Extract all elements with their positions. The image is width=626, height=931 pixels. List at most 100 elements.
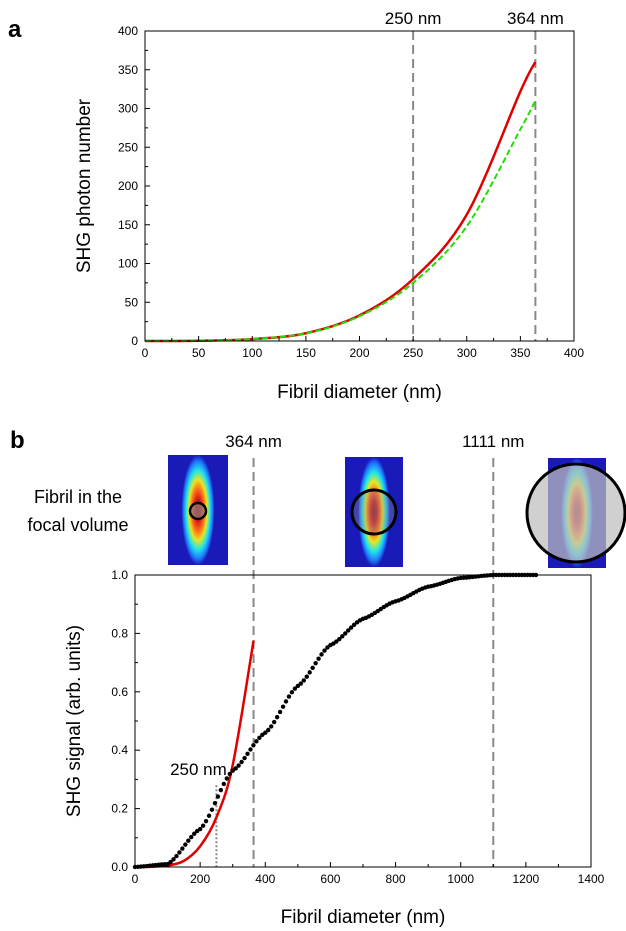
x-tick-label: 1400 <box>578 872 605 886</box>
y-tick-label: 50 <box>125 295 139 309</box>
y-axis-title: SHG signal (arb. units) <box>64 625 85 817</box>
vline-label-0: 250 nm <box>385 9 442 28</box>
y-tick-label: 0.8 <box>111 626 128 640</box>
y-tick-label: 0.4 <box>111 743 128 757</box>
series-1-point <box>218 787 224 793</box>
x-tick-label: 350 <box>510 346 530 360</box>
series-1-point <box>351 622 357 627</box>
series-1-point <box>186 838 191 843</box>
series-1-point <box>334 639 339 644</box>
chart-a: 250 nm 364 nm 0 50 100 150 200 250 300 350 400 0 50 1… <box>74 9 584 403</box>
series-1-point <box>325 645 330 650</box>
series-1-point <box>245 751 250 757</box>
series-1-point <box>280 704 286 709</box>
series-1-point <box>227 771 232 777</box>
series-1-point <box>189 834 194 840</box>
y-tick-label: 1.0 <box>111 568 128 582</box>
series-1-point <box>197 826 203 832</box>
fibril-circle-large <box>525 462 626 564</box>
vline-label-1: 364 nm <box>507 9 564 28</box>
x-tick-label: 250 <box>403 346 423 360</box>
series-1-point <box>313 661 318 666</box>
vline-label-1: 1111 nm <box>462 432 524 451</box>
series-1-point <box>274 714 280 720</box>
vline-label-2: 250 nm <box>170 760 227 779</box>
y-axis-title: SHG photon number <box>74 98 95 273</box>
series-1-point <box>206 813 212 818</box>
fibril-circle-small <box>188 501 208 521</box>
y-tick-label: 100 <box>118 257 138 271</box>
series-1-point <box>192 831 197 836</box>
series-1-point <box>337 636 342 642</box>
series-1-point <box>177 850 182 855</box>
x-tick-label: 800 <box>386 872 406 886</box>
series-1-point <box>180 846 185 851</box>
y-tick-label: 300 <box>118 102 138 116</box>
series-1-point <box>224 776 229 781</box>
x-axis-title: Fibril diameter (nm) <box>281 907 446 928</box>
y-tick-label: 0.0 <box>111 860 128 874</box>
series-1-point <box>348 625 354 630</box>
chart-b: 364 nm 1111 nm 250 nm 0 200 400 600 800 1000 1200… <box>64 432 605 928</box>
series-1-point <box>209 807 215 812</box>
x-tick-label: 50 <box>192 346 206 360</box>
y-tick-label: 350 <box>118 63 138 77</box>
series-1-point <box>263 730 268 735</box>
series-1-point <box>319 652 324 657</box>
series-1-point <box>307 670 312 675</box>
series-1-point <box>233 766 238 771</box>
y-tick-label: 400 <box>118 24 138 38</box>
inset-caption-line2: focal volume <box>27 515 128 535</box>
series-1-point <box>304 674 309 679</box>
series-0-line <box>144 61 537 343</box>
y-tick-label: 250 <box>118 140 138 154</box>
series-1-point <box>200 823 206 828</box>
fibril-circle-medium <box>350 488 398 536</box>
x-tick-label: 300 <box>457 346 477 360</box>
inset-focal-volume-medium <box>345 457 403 567</box>
panel-b-label: b <box>10 427 25 454</box>
inset-focal-volume-small <box>168 455 228 565</box>
plot-frame <box>144 30 575 342</box>
series-1-point <box>242 755 247 761</box>
series-1-point <box>283 699 289 704</box>
series-1-point <box>277 709 283 715</box>
series-1-point <box>248 747 253 752</box>
series-1-point <box>322 648 327 653</box>
series-1-point <box>239 759 244 765</box>
series-1-point <box>221 781 227 787</box>
x-tick-label: 150 <box>296 346 316 360</box>
inset-focal-volume-large <box>525 458 626 568</box>
x-tick-label: 400 <box>564 346 584 360</box>
series-1-point <box>292 686 298 691</box>
series-1-line <box>144 100 537 342</box>
series-1-point <box>286 694 292 699</box>
panel-a-label: a <box>8 16 22 43</box>
series-1-point <box>345 628 351 633</box>
x-tick-label: 400 <box>255 872 275 886</box>
series-1-point <box>310 665 315 671</box>
series-1-point <box>289 690 295 695</box>
y-tick-label: 0.6 <box>111 685 128 699</box>
x-tick-label: 200 <box>349 346 369 360</box>
series-1-point <box>298 681 304 686</box>
series-1-point <box>236 763 241 768</box>
inset-caption-line1: Fibril in the <box>34 487 122 507</box>
series-1-point <box>183 842 188 847</box>
x-tick-label: 1000 <box>447 872 474 886</box>
series-1-point <box>266 727 271 733</box>
x-tick-label: 0 <box>142 346 149 360</box>
y-tick-label: 200 <box>118 179 138 193</box>
series-1-point <box>301 678 306 683</box>
series-1-point <box>295 683 301 689</box>
series-1-point <box>257 735 262 740</box>
series-1-point <box>174 853 179 859</box>
x-tick-label: 1200 <box>513 872 540 886</box>
series-1-point <box>168 859 173 865</box>
series-1-point <box>271 719 277 725</box>
series-1-point <box>215 794 221 799</box>
series-1-point <box>251 743 256 748</box>
series-1-point <box>316 656 321 661</box>
x-axis-title: Fibril diameter (nm) <box>277 382 442 403</box>
x-tick-label: 600 <box>320 872 340 886</box>
